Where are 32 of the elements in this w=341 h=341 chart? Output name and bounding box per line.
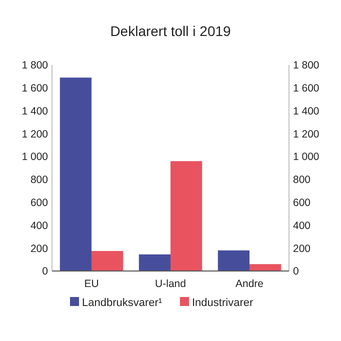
y2-tick-label: 600 — [293, 197, 311, 210]
y2-tick-label: 0 — [293, 266, 299, 278]
y-tick-label: 1 000 — [22, 151, 48, 164]
x-tick-label: EU — [84, 278, 99, 290]
y2-tick-label: 800 — [293, 174, 311, 186]
y2-tick-label: 1 400 — [293, 105, 320, 118]
y2-tick-label: 1 000 — [293, 151, 320, 164]
bar — [138, 254, 170, 271]
y-tick-label: 600 — [30, 197, 48, 210]
bar — [218, 250, 250, 271]
y2-tick-label: 1 800 — [293, 60, 320, 72]
y2-tick-label: 400 — [293, 220, 311, 232]
y2-tick-label: 1 600 — [293, 82, 320, 95]
legend-label: Industrivarer — [192, 297, 254, 309]
y-tick-label: 0 — [42, 266, 48, 278]
x-tick-label: U-land — [155, 278, 186, 290]
y-tick-label: 1 200 — [22, 128, 48, 140]
y-tick-label: 200 — [30, 242, 48, 255]
y2-tick-label: 1 200 — [293, 128, 320, 140]
y2-tick-label: 200 — [293, 242, 311, 255]
bar — [170, 161, 202, 271]
y-tick-label: 400 — [30, 220, 48, 232]
y-tick-label: 1 600 — [22, 82, 48, 95]
y-tick-label: 800 — [30, 174, 48, 186]
y-tick-label: 1 800 — [22, 60, 48, 72]
bar — [92, 250, 124, 271]
legend-label: Landbruksvarer¹ — [82, 297, 162, 309]
chart-title: Deklarert toll i 2019 — [110, 23, 232, 39]
x-tick-label: Andre — [235, 278, 264, 290]
bar — [60, 78, 92, 271]
y-tick-label: 1 400 — [22, 105, 48, 118]
bar — [250, 264, 282, 271]
